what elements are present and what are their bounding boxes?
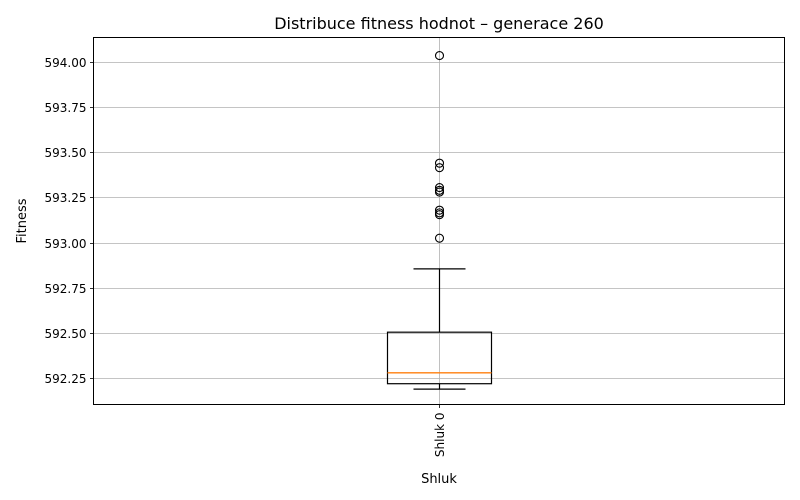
outlier-point (434, 233, 445, 243)
y-tick-label: 593.50 (45, 146, 87, 160)
y-axis-label: Fitness (15, 198, 30, 243)
y-tick-label: 592.75 (45, 282, 87, 296)
outlier-point (434, 163, 445, 173)
outlier-point (434, 205, 445, 215)
y-tick-label: 594.00 (45, 56, 87, 70)
grid-layer (93, 37, 785, 405)
axis-layer: 592.25 592.50 592.75 593.00 593.25 593.50 593.… (45, 56, 448, 457)
x-axis-label: Shluk (421, 472, 457, 487)
x-tick-label: Shluk 0 (433, 413, 447, 458)
y-tick-label: 592.25 (45, 372, 87, 386)
y-tick-label: 593.75 (45, 101, 87, 115)
y-tick-label: 592.50 (45, 327, 87, 341)
outlier-point (434, 185, 445, 195)
iqr-box (386, 331, 493, 385)
y-tick-label: 593.25 (45, 191, 87, 205)
outlier-point (434, 183, 445, 193)
outlier-point (434, 158, 445, 168)
plot-frame (93, 37, 785, 405)
chart-title: Distribuce fitness hodnot – generace 260 (274, 14, 604, 33)
outlier-point (434, 208, 445, 218)
y-tick-label: 593.00 (45, 237, 87, 251)
outlier-point (434, 51, 445, 61)
box-layer (386, 51, 493, 390)
